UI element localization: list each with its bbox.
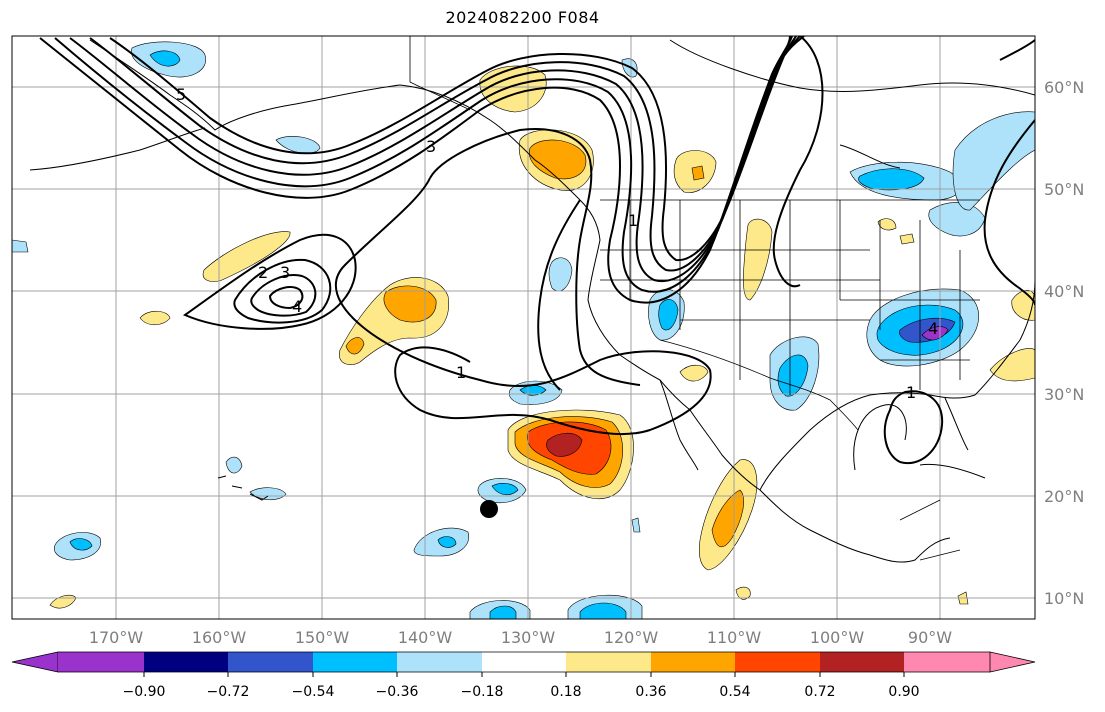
contour-label: 1 — [906, 383, 916, 402]
colorbar-tick-label: −0.18 — [461, 684, 504, 700]
lon-label: 170°W — [89, 628, 144, 647]
contour-label: 1 — [628, 211, 638, 230]
latitude-axis-labels: 60°N 50°N 40°N 30°N 20°N 10°N — [1044, 78, 1084, 608]
lat-label: 40°N — [1044, 282, 1084, 301]
map-title: 2024082200 F084 — [445, 8, 600, 27]
colorbar-tick-label: 0.54 — [719, 684, 750, 700]
colorbar-high-extend — [989, 651, 1036, 673]
lat-label: 30°N — [1044, 385, 1084, 404]
lat-label: 20°N — [1044, 487, 1084, 506]
contour-label: 2 — [258, 263, 268, 282]
contour-label: 4 — [292, 297, 302, 316]
colorbar-tick-label: 0.72 — [804, 684, 835, 700]
longitude-axis-labels: 170°W 160°W 150°W 140°W 130°W 120°W 110°… — [89, 628, 952, 647]
colorbar-tick-label: 0.36 — [635, 684, 666, 700]
coastlines — [29, 39, 1035, 563]
colorbar-swatch — [566, 652, 651, 672]
contour-label: 5 — [176, 85, 186, 104]
lon-label: 150°W — [295, 628, 350, 647]
lon-label: 110°W — [707, 628, 762, 647]
colorbar-swatch — [904, 652, 990, 672]
lat-label: 60°N — [1044, 78, 1084, 97]
colorbar-tick-labels: −0.90 −0.72 −0.54 −0.36 −0.18 0.18 0.36 … — [123, 684, 920, 700]
colorbar-tick-label: 0.90 — [888, 684, 919, 700]
political-borders — [409, 36, 980, 561]
colorbar-low-extend — [11, 651, 59, 673]
contour-label: 1 — [456, 363, 466, 382]
lon-label: 160°W — [192, 628, 247, 647]
colorbar-tick-label: −0.36 — [376, 684, 419, 700]
colorbar-swatch — [735, 652, 820, 672]
lon-label: 90°W — [908, 628, 952, 647]
colorbar-swatch — [651, 652, 735, 672]
colorbar-swatch — [482, 652, 566, 672]
colorbar-swatch — [820, 652, 904, 672]
colorbar-swatch — [313, 652, 397, 672]
colorbar-ticks — [143, 672, 905, 677]
contour-label: 3 — [426, 137, 436, 156]
location-marker-dot — [480, 500, 498, 518]
colorbar: −0.90 −0.72 −0.54 −0.36 −0.18 0.18 0.36 … — [11, 651, 1036, 700]
colorbar-swatch — [58, 652, 144, 672]
contour-labels: 5 3 2 3 4 1 1 4 1 — [176, 85, 938, 402]
anomaly-shading — [12, 41, 1035, 619]
colorbar-tick-label: −0.90 — [123, 684, 166, 700]
colorbar-swatch — [144, 652, 228, 672]
colorbar-tick-label: −0.72 — [207, 684, 250, 700]
lon-label: 120°W — [604, 628, 659, 647]
colorbar-swatch — [397, 652, 482, 672]
colorbar-swatch — [228, 652, 313, 672]
lon-label: 100°W — [810, 628, 865, 647]
contour-label: 3 — [280, 263, 290, 282]
map-frame — [11, 35, 1036, 620]
lat-label: 10°N — [1044, 589, 1084, 608]
contour-label: 4 — [928, 319, 938, 338]
contour-lines — [39, 36, 1035, 465]
colorbar-tick-label: −0.54 — [292, 684, 335, 700]
lon-label: 140°W — [398, 628, 453, 647]
lon-label: 130°W — [501, 628, 556, 647]
graticule — [12, 36, 1035, 619]
map-plot-area: 5 3 2 3 4 1 1 4 1 — [12, 36, 1035, 619]
lat-label: 50°N — [1044, 180, 1084, 199]
colorbar-tick-label: 0.18 — [550, 684, 581, 700]
